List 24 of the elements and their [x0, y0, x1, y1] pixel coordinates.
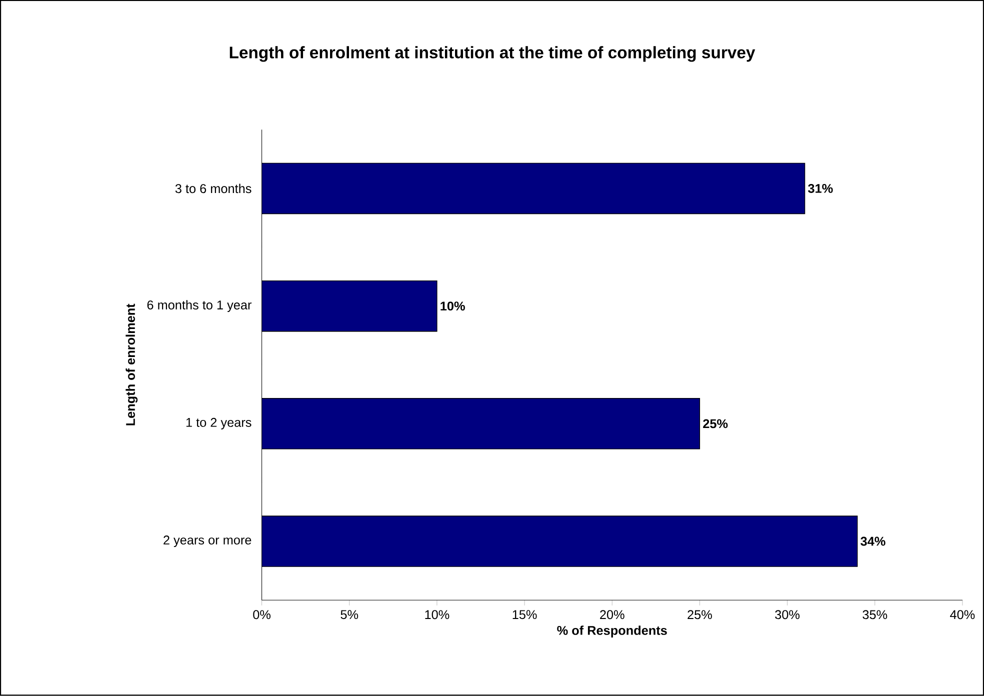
- bar: [262, 162, 806, 214]
- x-tick-label: 35%: [862, 610, 888, 620]
- bar: [262, 398, 700, 450]
- x-tick-label: 40%: [950, 610, 975, 620]
- data-label: 10%: [440, 302, 465, 311]
- y-axis-title: Length of enrolment: [126, 304, 138, 426]
- x-tick-label: 0%: [253, 610, 270, 620]
- x-tick-label: 30%: [775, 610, 800, 620]
- x-axis-title: % of Respondents: [557, 626, 667, 638]
- y-tick-label: 6 months to 1 year: [147, 300, 252, 312]
- x-tick-label: 15%: [512, 610, 537, 620]
- chart-title: Length of enrolment at institution at the time of completing survey: [230, 46, 756, 62]
- data-label: 25%: [703, 419, 728, 428]
- data-label: 34%: [860, 536, 886, 546]
- x-tick-label: 25%: [688, 610, 712, 620]
- data-label: 31%: [808, 184, 833, 194]
- x-tick-label: 10%: [425, 610, 450, 620]
- y-tick-label: 1 to 2 years: [186, 418, 252, 430]
- x-tick-label: 5%: [340, 610, 358, 620]
- bar: [262, 516, 858, 568]
- y-tick-label: 3 to 6 months: [175, 184, 252, 194]
- bar: [262, 280, 438, 332]
- y-tick-label: 2 years or more: [164, 536, 252, 548]
- x-tick-label: 20%: [600, 610, 624, 620]
